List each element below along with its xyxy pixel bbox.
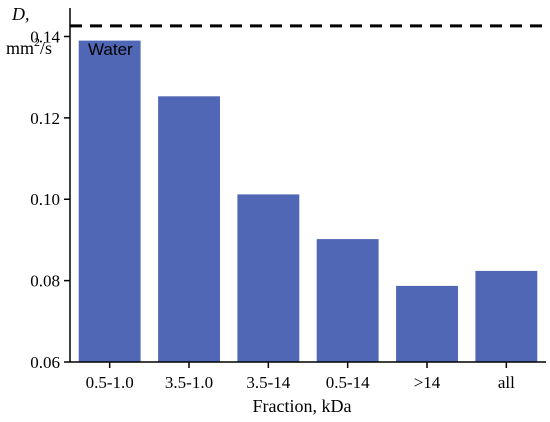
bar-1 bbox=[158, 96, 220, 363]
water-label: Water bbox=[88, 40, 133, 59]
bar-0 bbox=[78, 40, 141, 362]
y-tick-label-3: 0.12 bbox=[30, 109, 60, 128]
y-tick-label-0: 0.06 bbox=[30, 353, 60, 372]
y-tick-label-2: 0.10 bbox=[30, 190, 60, 209]
y-axis-unit-exponent: 2 bbox=[34, 35, 40, 49]
bars-layer bbox=[78, 40, 538, 363]
x-tick-label-0: 0.5-1.0 bbox=[86, 373, 134, 392]
y-axis-title: D, mm2/s bbox=[6, 4, 52, 58]
bar-3 bbox=[316, 239, 379, 362]
y-axis-unit-rest: /s bbox=[40, 38, 52, 58]
x-tick-label-2: 3.5-14 bbox=[246, 373, 290, 392]
x-tick-label-5: all bbox=[498, 373, 515, 392]
x-axis-title: Fraction, kDa bbox=[253, 396, 352, 416]
x-tick-label-4: >14 bbox=[414, 373, 441, 392]
y-ticks-layer: 0.06 0.08 0.10 0.12 0.14 bbox=[30, 27, 70, 372]
y-axis-unit: mm2/s bbox=[6, 35, 52, 58]
bar-2 bbox=[237, 194, 300, 362]
y-tick-label-4: 0.14 bbox=[30, 27, 60, 46]
plot-area: Water 0.06 0.08 0.10 0.12 0.14 0.5-1.0 3.5-1.… bbox=[30, 8, 546, 392]
x-tick-label-1: 3.5-1.0 bbox=[165, 373, 213, 392]
x-ticks-layer: 0.5-1.0 3.5-1.0 3.5-14 0.5-14 >14 all bbox=[86, 362, 515, 392]
x-tick-label-3: 0.5-14 bbox=[326, 373, 370, 392]
bar-5 bbox=[475, 270, 538, 362]
y-tick-label-1: 0.08 bbox=[30, 272, 60, 291]
y-axis-symbol: D, bbox=[11, 4, 30, 24]
y-axis-unit-base: mm bbox=[6, 38, 34, 58]
bar-4 bbox=[396, 285, 458, 362]
